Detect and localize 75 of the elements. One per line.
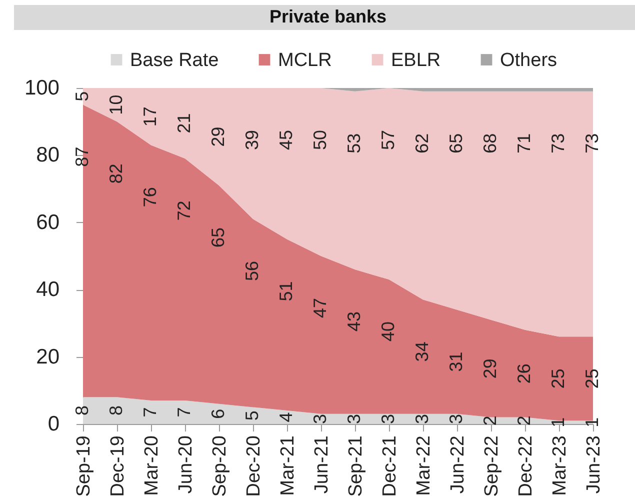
data-label: 45: [276, 130, 296, 150]
data-label: 65: [446, 133, 466, 154]
data-label: 10: [106, 94, 126, 115]
legend-label: Others: [500, 50, 558, 71]
x-tick-label: Mar-20: [142, 436, 162, 496]
data-label: 68: [480, 133, 500, 154]
y-tick-label: 60: [36, 210, 60, 234]
x-tick-label: Dec-19: [108, 436, 128, 497]
x-tick-label: Dec-22: [516, 436, 536, 497]
data-label: 73: [582, 133, 602, 154]
x-tick-label: Dec-21: [380, 436, 400, 497]
data-label: 31: [446, 352, 466, 372]
y-tick-label: 100: [24, 76, 60, 100]
data-label: 29: [480, 358, 500, 379]
x-tick-label: Jun-23: [584, 436, 604, 494]
data-label: 17: [140, 106, 160, 127]
data-label: 50: [310, 130, 330, 150]
data-label: 25: [548, 368, 568, 389]
x-tick-label: Mar-23: [550, 436, 570, 496]
data-label: 26: [514, 364, 534, 384]
y-tick-label: 0: [48, 412, 60, 436]
data-label: 62: [412, 133, 432, 154]
x-tick-label: Sep-20: [210, 436, 230, 497]
data-label: 76: [140, 187, 160, 208]
data-label: 8: [106, 406, 126, 416]
data-label: 47: [310, 298, 330, 318]
data-label: 7: [174, 407, 194, 418]
x-tick-label: Sep-22: [482, 436, 502, 497]
x-tick-label: Mar-22: [414, 436, 434, 496]
data-label: 56: [242, 261, 262, 282]
data-label: 4: [276, 412, 296, 422]
data-label: 3: [412, 414, 432, 424]
data-label: 25: [582, 368, 602, 389]
data-label: 71: [514, 133, 534, 154]
data-label: 2: [480, 416, 500, 426]
data-label: 3: [378, 414, 398, 424]
data-label: 3: [344, 414, 364, 424]
legend-label: MCLR: [278, 50, 332, 71]
x-tick-label: Jun-20: [176, 436, 196, 494]
data-label: 7: [140, 407, 160, 418]
chart-title: Private banks: [269, 6, 387, 26]
data-label: 82: [106, 164, 126, 184]
y-tick-label: 80: [36, 144, 60, 167]
data-label: 8: [72, 406, 92, 416]
data-label: 53: [344, 133, 364, 154]
data-label: 51: [276, 281, 296, 302]
y-tick-label: 20: [36, 345, 60, 368]
x-tick-label: Sep-19: [74, 436, 94, 497]
data-label: 87: [72, 146, 92, 167]
x-tick-label: Mar-21: [278, 436, 298, 496]
data-label: 39: [242, 130, 262, 150]
x-tick-label: Jun-22: [448, 436, 468, 494]
data-label: 73: [548, 133, 568, 154]
data-label: 29: [208, 126, 228, 147]
y-tick-label: 40: [36, 278, 60, 302]
data-label: 5: [242, 410, 262, 421]
data-label: 40: [378, 322, 398, 342]
data-label: 72: [174, 200, 194, 221]
data-label: 3: [310, 414, 330, 424]
data-label: 21: [174, 113, 194, 134]
legend-label: Base Rate: [130, 50, 219, 71]
data-label: 57: [378, 130, 398, 150]
data-label: 5: [72, 91, 92, 102]
data-label: 43: [344, 311, 364, 332]
data-label: 2: [514, 416, 534, 426]
x-tick-label: Jun-21: [312, 436, 332, 494]
x-tick-label: Sep-21: [346, 436, 366, 497]
x-tick-label: Dec-20: [244, 436, 264, 497]
data-label: 1: [582, 417, 602, 428]
data-label: 65: [208, 227, 228, 248]
data-label: 3: [446, 414, 466, 424]
data-label: 6: [208, 408, 228, 419]
data-label: 34: [412, 342, 432, 362]
data-label: 1: [548, 417, 568, 428]
legend-label: EBLR: [391, 50, 441, 71]
